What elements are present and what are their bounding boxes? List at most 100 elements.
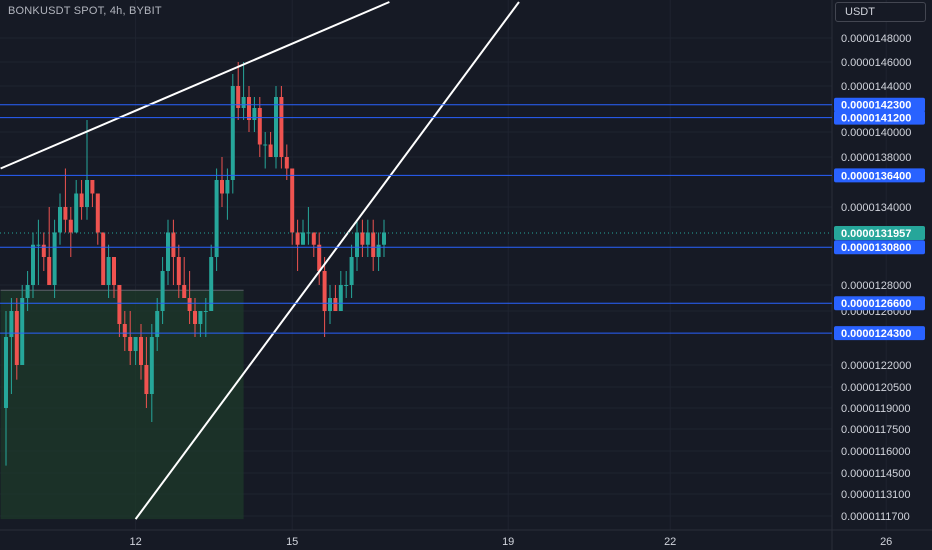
candle[interactable] [349, 244, 354, 298]
trend-line[interactable] [134, 1, 520, 520]
candle[interactable] [160, 257, 165, 324]
candle[interactable] [90, 180, 95, 207]
candle[interactable] [247, 86, 251, 132]
candle[interactable] [95, 193, 100, 245]
candle[interactable] [74, 180, 79, 233]
candle[interactable] [257, 97, 262, 157]
price-tick-label: 0.0000116000 [841, 446, 911, 458]
candle[interactable] [187, 271, 192, 324]
candle[interactable] [149, 324, 154, 422]
candle[interactable] [112, 257, 116, 298]
candle-body [328, 298, 332, 311]
candle[interactable] [220, 157, 224, 207]
trend-lines-layer[interactable] [0, 1, 520, 520]
candles-layer[interactable] [4, 62, 386, 466]
candle-body [322, 271, 327, 311]
candle[interactable] [176, 244, 181, 298]
candle[interactable] [365, 219, 370, 257]
last-price-tag-text: 0.0000131957 [841, 228, 911, 240]
candle[interactable] [9, 298, 14, 394]
candle[interactable] [68, 207, 73, 257]
candle[interactable] [279, 86, 284, 169]
currency-button[interactable]: USDT [835, 2, 926, 22]
candle[interactable] [376, 232, 381, 271]
candle-body [155, 311, 160, 337]
candle-body [257, 108, 262, 145]
candle[interactable] [41, 232, 46, 271]
candle[interactable] [79, 180, 84, 220]
candle[interactable] [214, 168, 219, 272]
candle[interactable] [344, 271, 349, 298]
candle[interactable] [203, 298, 208, 337]
price-tick-label: 0.0000111700 [841, 511, 910, 523]
candle-body [333, 298, 338, 311]
candle-body [36, 244, 41, 246]
candle[interactable] [20, 285, 25, 365]
candle[interactable] [144, 337, 149, 408]
candle[interactable] [230, 74, 235, 194]
long-position-zone[interactable] [0, 290, 244, 520]
candle[interactable] [355, 219, 359, 271]
levels-layer[interactable] [0, 104, 832, 334]
candle[interactable] [171, 219, 176, 285]
candle[interactable] [117, 285, 122, 337]
candle-body [360, 232, 365, 245]
candle[interactable] [85, 120, 89, 220]
candle[interactable] [52, 219, 57, 298]
price-tick-label: 0.0000140000 [841, 127, 911, 139]
level-price-tag [834, 296, 925, 311]
candle[interactable] [225, 168, 230, 220]
candle[interactable] [317, 232, 322, 285]
candle[interactable] [290, 168, 295, 245]
candle[interactable] [284, 144, 289, 181]
candle-body [382, 232, 386, 245]
candle[interactable] [47, 207, 52, 285]
candle[interactable] [241, 62, 246, 120]
candle[interactable] [263, 132, 268, 169]
candle[interactable] [193, 298, 197, 337]
candle[interactable] [101, 232, 106, 285]
candle[interactable] [128, 311, 133, 365]
candle[interactable] [209, 244, 214, 311]
candle[interactable] [311, 232, 316, 257]
trend-line[interactable] [0, 1, 390, 170]
candle-body [149, 337, 154, 394]
candle[interactable] [328, 285, 332, 324]
candle[interactable] [36, 219, 41, 285]
candle-body [85, 180, 89, 207]
candle-body [344, 285, 349, 286]
candle[interactable] [58, 193, 62, 245]
candle[interactable] [31, 232, 35, 298]
candle[interactable] [236, 62, 241, 120]
candle[interactable] [14, 298, 19, 380]
candle[interactable] [133, 337, 138, 365]
candle[interactable] [382, 219, 386, 257]
level-price-tag-text: 0.0000141200 [841, 113, 911, 125]
candle[interactable] [4, 311, 8, 466]
candle[interactable] [252, 97, 257, 132]
candle[interactable] [63, 168, 68, 233]
candle[interactable] [268, 132, 273, 157]
candle[interactable] [360, 219, 365, 257]
price-tick-label: 0.0000117500 [841, 424, 911, 436]
candle[interactable] [338, 271, 343, 311]
candle-body [230, 86, 235, 180]
candle[interactable] [25, 271, 30, 311]
candle[interactable] [295, 219, 300, 271]
candle-body [279, 97, 284, 157]
candle-body [220, 180, 224, 194]
time-axis[interactable]: 1215192226Mar [129, 536, 932, 548]
candle[interactable] [182, 257, 187, 298]
candle[interactable] [122, 311, 127, 351]
candle-body [133, 337, 138, 351]
candle[interactable] [155, 298, 160, 351]
candle[interactable] [274, 86, 278, 169]
candle[interactable] [371, 219, 376, 271]
candle[interactable] [333, 285, 338, 311]
candle[interactable] [106, 244, 111, 298]
candle[interactable] [166, 219, 170, 285]
candle[interactable] [301, 219, 305, 245]
candle[interactable] [322, 257, 327, 337]
time-tick-label: 15 [286, 536, 298, 548]
